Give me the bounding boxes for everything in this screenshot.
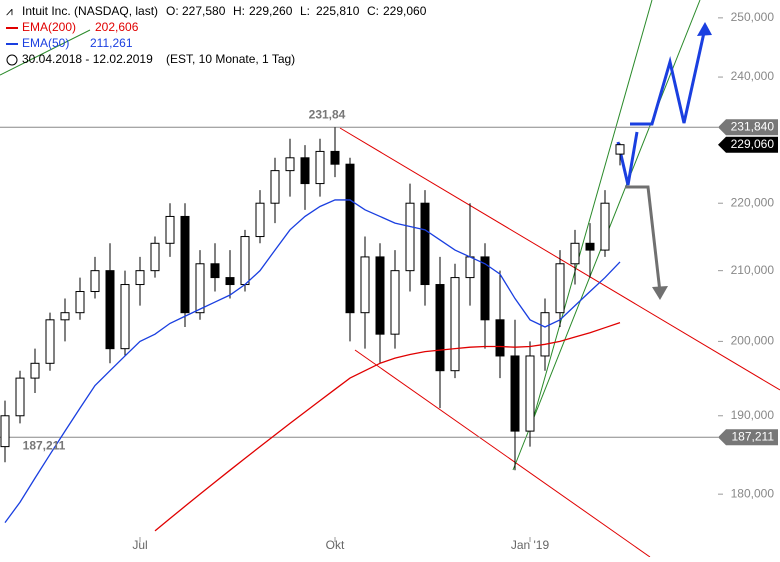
candle-body (495, 319, 505, 357)
y-tick-label: 210,000 (731, 263, 775, 277)
ema-line (154, 322, 621, 532)
candle-body (90, 270, 100, 293)
badge-label: 229,060 (731, 137, 775, 151)
candle-body (570, 242, 580, 265)
ohlc-name: O: (166, 4, 179, 18)
ohlc-value: 225,810 (316, 4, 360, 18)
candle-body (240, 236, 250, 286)
candle-body (285, 157, 295, 172)
legend-value: 211,261 (90, 36, 133, 50)
candle-body (315, 150, 325, 185)
candle-body (300, 157, 310, 185)
ohlc-name: H: (233, 4, 245, 18)
badge-label: 187,211 (732, 429, 775, 443)
candle-body (375, 256, 385, 335)
level-label: 187,211 (23, 438, 66, 452)
candle-body (60, 312, 70, 321)
channel-line (354, 349, 651, 558)
x-tick-label: Jul (132, 538, 147, 552)
period-note: (EST, 10 Monate, 1 Tag) (166, 52, 295, 66)
candle-body (405, 202, 415, 272)
ohlc-name: L: (300, 4, 310, 18)
candle-body (45, 319, 55, 364)
price-badge (718, 136, 778, 153)
y-tick-label: 250,000 (731, 10, 775, 24)
icon: ⩘ (6, 4, 13, 18)
trend-line (0, 29, 91, 76)
candle-body (270, 170, 280, 204)
candle-body (165, 215, 175, 244)
y-tick-label: 190,000 (731, 408, 775, 422)
candle-body (345, 163, 355, 314)
candle-body (120, 284, 130, 350)
candle-body (75, 291, 85, 314)
candle-body (450, 277, 460, 372)
forecast-arrow (616, 131, 639, 186)
ohlc-value: 229,260 (249, 4, 293, 18)
candle-body (210, 263, 220, 279)
candle-body (420, 202, 430, 286)
ema-line (4, 199, 621, 524)
candle-body (255, 202, 265, 238)
candle-body (555, 263, 565, 314)
legend-value: 202,606 (95, 20, 139, 34)
y-tick-label: 220,000 (731, 195, 775, 209)
x-tick-label: Jan '19 (511, 538, 550, 552)
channel-line (529, 0, 653, 431)
candle-body (180, 215, 190, 314)
candle-body (225, 277, 235, 286)
legend-label: EMA(200) (22, 20, 76, 34)
candle-body (30, 362, 40, 379)
forecast-arrow (630, 27, 707, 126)
candle-body (330, 150, 340, 165)
badge-label: 231,840 (731, 119, 775, 133)
clock-icon (6, 54, 18, 66)
level-label: 231,84 (309, 107, 346, 121)
candle-body (540, 312, 550, 357)
candle-body (360, 256, 370, 314)
candle-body (600, 202, 610, 251)
x-tick-label: Okt (326, 538, 345, 552)
candle-body (195, 263, 205, 314)
candle-body (135, 270, 145, 286)
legend: ⩘ Intuit Inc. (NASDAQ, last) EMA(200) 20… (6, 4, 427, 66)
price-badge (718, 119, 778, 136)
arrow-head (652, 286, 668, 300)
y-tick-label: 240,000 (731, 69, 775, 83)
candle-body (105, 270, 115, 350)
legend-label: EMA(50) (22, 36, 69, 50)
candle-body (510, 355, 520, 432)
candle-body (435, 284, 445, 372)
y-tick-label: 180,000 (731, 486, 775, 500)
candle-body (15, 377, 25, 417)
arrow-head (697, 22, 712, 36)
price-badge (718, 429, 778, 446)
candle-body (480, 256, 490, 321)
candle-body (585, 242, 595, 251)
ohlc-value: 229,060 (383, 4, 427, 18)
ohlc-name: C: (367, 4, 379, 18)
candle-body (615, 144, 625, 155)
ohlc-value: 227,580 (182, 4, 226, 18)
period: 30.04.2018 - 12.02.2019 (22, 52, 153, 66)
forecast-arrow (625, 185, 662, 293)
candle-body (525, 355, 535, 432)
y-tick-label: 200,000 (731, 334, 775, 348)
candle-body (0, 415, 10, 448)
candle-body (150, 242, 160, 272)
candle-body (465, 256, 475, 279)
candle-body (390, 270, 400, 335)
chart-title: Intuit Inc. (NASDAQ, last) (22, 4, 158, 18)
